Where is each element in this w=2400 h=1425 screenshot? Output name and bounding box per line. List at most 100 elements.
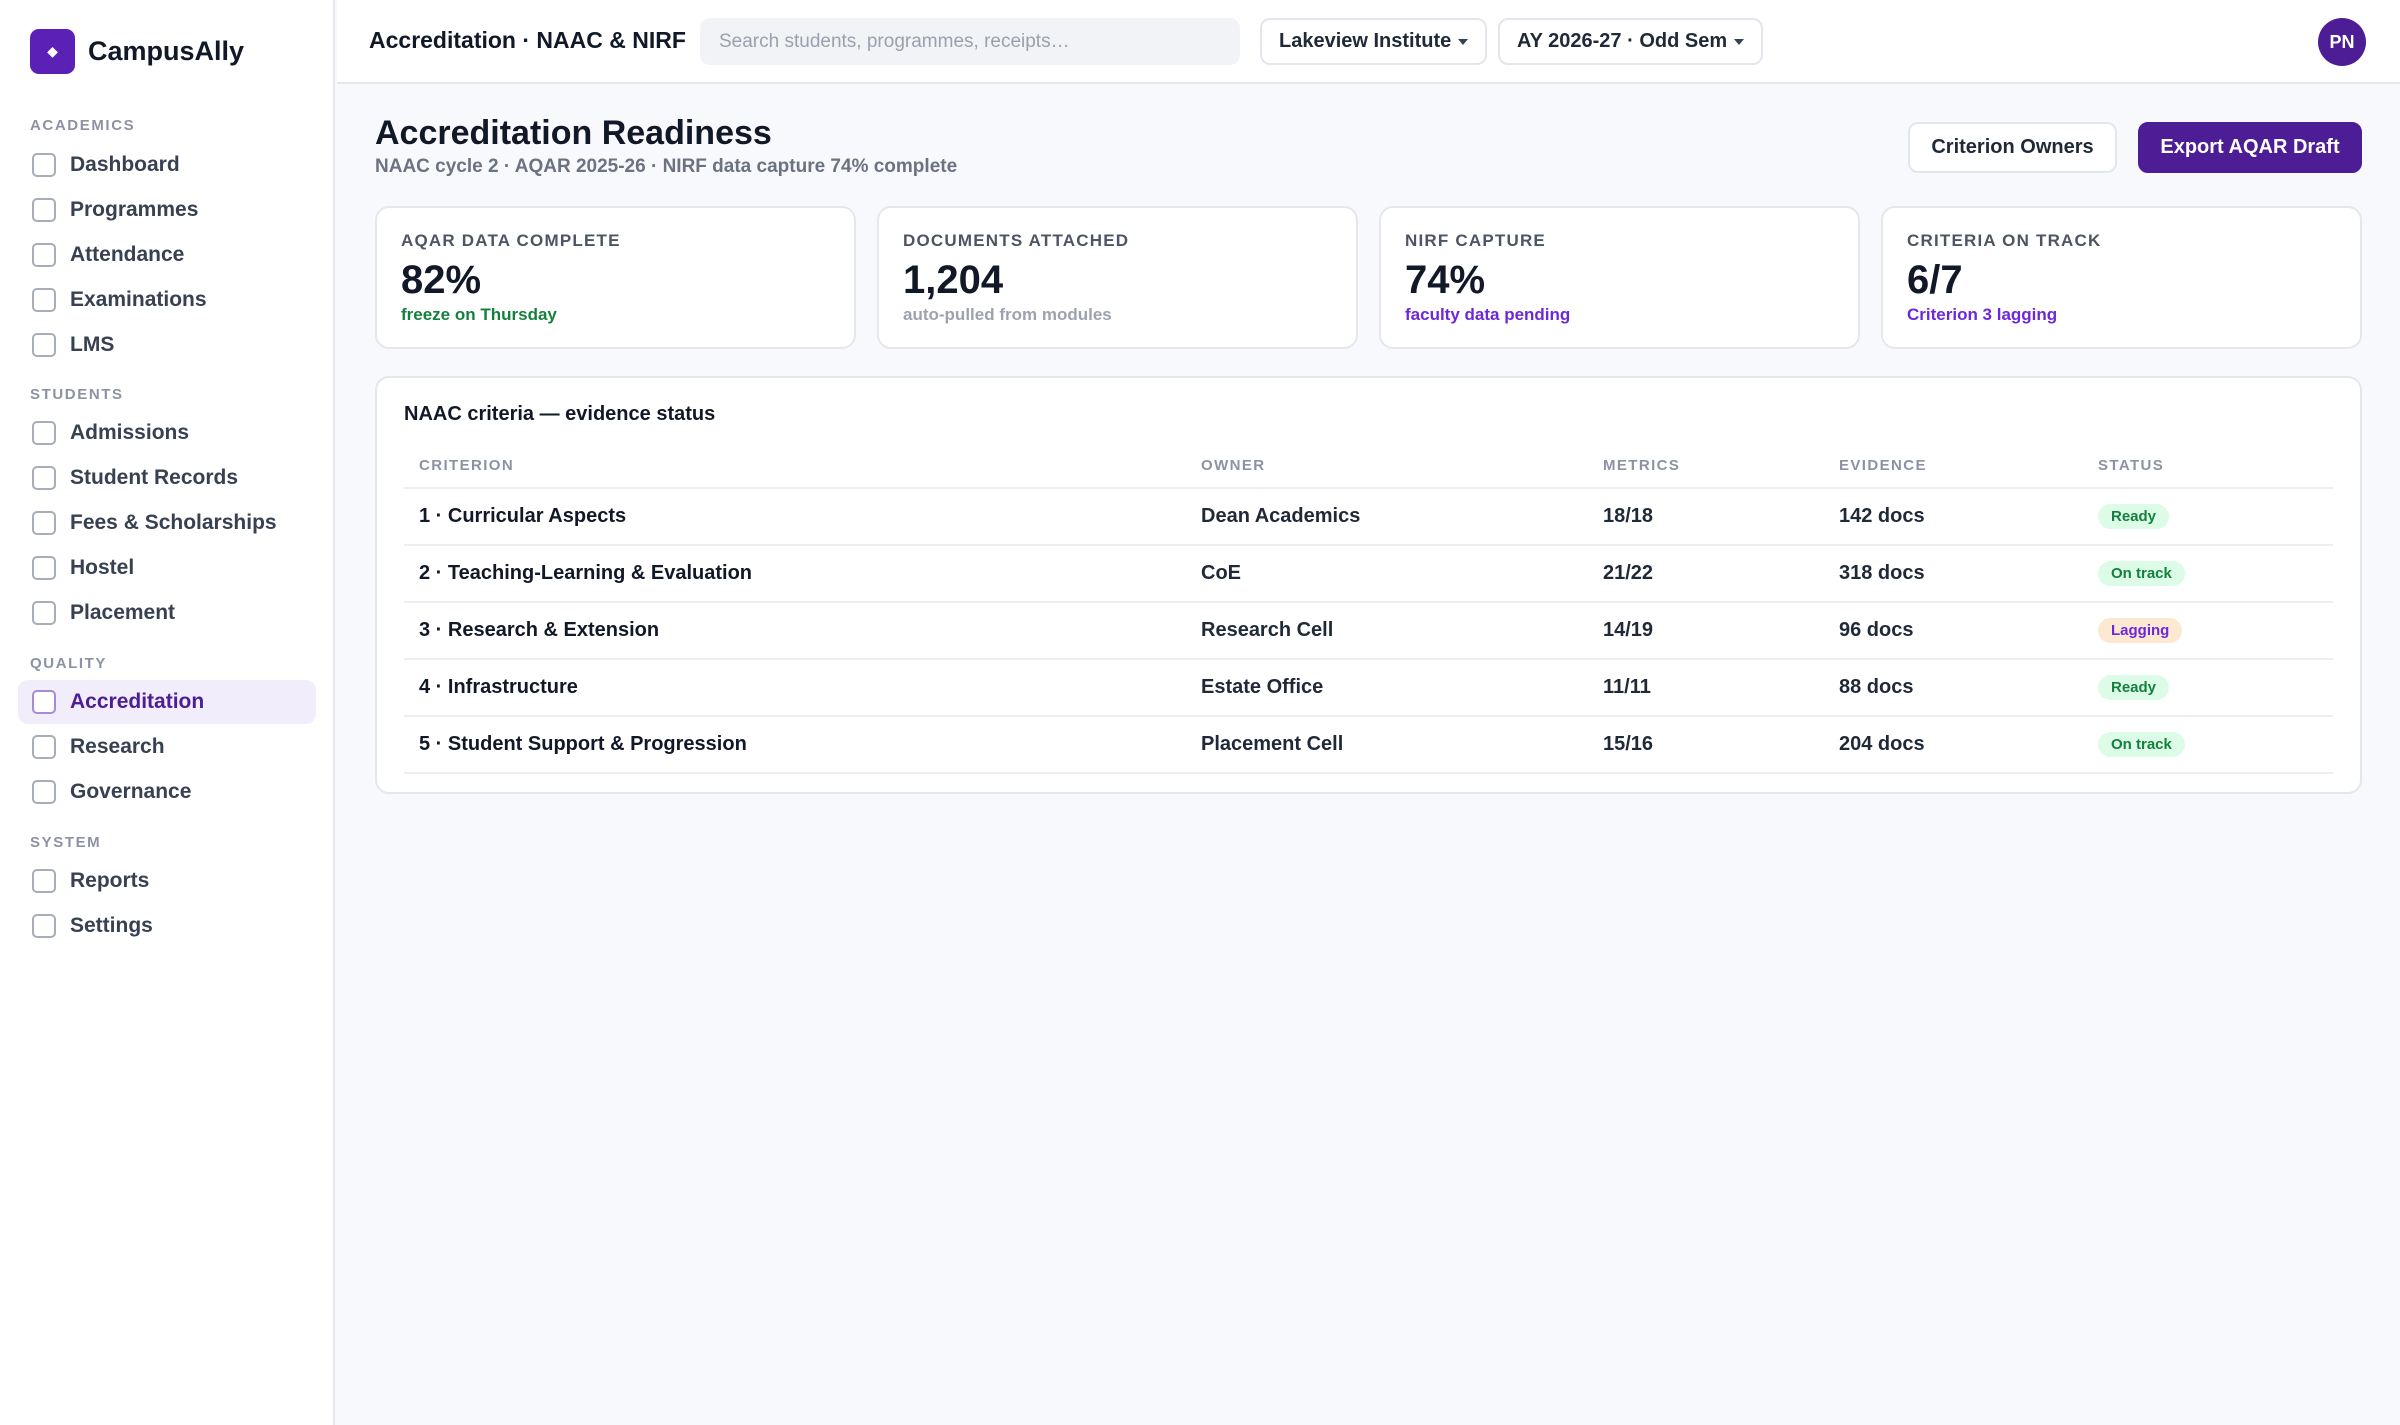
kpi-label: CRITERIA ON TRACK bbox=[1907, 231, 2102, 250]
criterion-cell: 4 · Infrastructure bbox=[404, 659, 1186, 717]
table-row[interactable]: 3 · Research & Extension Research Cell 1… bbox=[404, 602, 2333, 660]
criterion-cell: 1 · Curricular Aspects bbox=[404, 488, 1186, 546]
evidence-cell: 96 docs bbox=[1824, 602, 2083, 660]
column-header-status: STATUS bbox=[2083, 444, 2333, 489]
checkbox-icon bbox=[32, 735, 56, 759]
nav-section-students: STUDENTS bbox=[30, 386, 124, 403]
kpi-label: DOCUMENTS ATTACHED bbox=[903, 231, 1130, 250]
sidebar-item-admissions[interactable]: Admissions bbox=[18, 411, 316, 455]
status-badge: Ready bbox=[2098, 504, 2170, 529]
column-header-criterion: CRITERION bbox=[404, 444, 1186, 489]
criteria-table: CRITERION OWNER METRICS EVIDENCE STATUS … bbox=[404, 444, 2333, 774]
search-input[interactable] bbox=[700, 18, 1240, 65]
kpi-card-aqar-data: AQAR DATA COMPLETE 82% freeze on Thursda… bbox=[375, 206, 856, 349]
status-cell: Lagging bbox=[2083, 602, 2333, 660]
status-cell: On track bbox=[2083, 716, 2333, 774]
table-row[interactable]: 2 · Teaching-Learning & Evaluation CoE 2… bbox=[404, 545, 2333, 603]
sidebar-item-label: Accreditation bbox=[70, 690, 205, 713]
sidebar-item-examinations[interactable]: Examinations bbox=[18, 278, 316, 322]
sidebar-item-label: Reports bbox=[70, 869, 150, 892]
sidebar-item-label: Dashboard bbox=[70, 153, 180, 176]
status-badge: On track bbox=[2098, 732, 2185, 757]
institute-select[interactable]: Lakeview Institute bbox=[1260, 18, 1488, 65]
kpi-value: 74% bbox=[1405, 258, 1486, 302]
column-header-owner: OWNER bbox=[1186, 444, 1588, 489]
table-row[interactable]: 1 · Curricular Aspects Dean Academics 18… bbox=[404, 488, 2333, 546]
kpi-value: 6/7 bbox=[1907, 258, 1963, 302]
checkbox-icon bbox=[32, 243, 56, 267]
criterion-cell: 5 · Student Support & Progression bbox=[404, 716, 1186, 774]
criterion-cell: 2 · Teaching-Learning & Evaluation bbox=[404, 545, 1186, 603]
sidebar-item-hostel[interactable]: Hostel bbox=[18, 546, 316, 590]
checkbox-icon bbox=[32, 288, 56, 312]
sidebar-item-label: Fees & Scholarships bbox=[70, 511, 277, 534]
sidebar-item-research[interactable]: Research bbox=[18, 725, 316, 769]
sidebar-item-label: Examinations bbox=[70, 288, 207, 311]
kpi-card-nirf-capture: NIRF CAPTURE 74% faculty data pending bbox=[1379, 206, 1860, 349]
topbar: Accreditation · NAAC & NIRF Lakeview Ins… bbox=[337, 0, 2400, 84]
page-subtitle: NAAC cycle 2 · AQAR 2025-26 · NIRF data … bbox=[375, 156, 958, 177]
checkbox-icon bbox=[32, 333, 56, 357]
checkbox-icon bbox=[32, 601, 56, 625]
sidebar-item-fees-scholarships[interactable]: Fees & Scholarships bbox=[18, 501, 316, 545]
status-badge: Ready bbox=[2098, 675, 2170, 700]
criteria-table-title: NAAC criteria — evidence status bbox=[404, 403, 716, 425]
checkbox-icon bbox=[32, 914, 56, 938]
checkbox-icon bbox=[32, 556, 56, 580]
criterion-cell: 3 · Research & Extension bbox=[404, 602, 1186, 660]
checkbox-icon bbox=[32, 198, 56, 222]
topbar-title: Accreditation · NAAC & NIRF bbox=[369, 27, 686, 53]
kpi-label: NIRF CAPTURE bbox=[1405, 231, 1546, 250]
evidence-cell: 88 docs bbox=[1824, 659, 2083, 717]
owner-cell: Estate Office bbox=[1186, 659, 1588, 717]
brand-logo-icon: ◆ bbox=[30, 29, 75, 74]
status-cell: Ready bbox=[2083, 659, 2333, 717]
sidebar-item-reports[interactable]: Reports bbox=[18, 859, 316, 903]
sidebar-item-attendance[interactable]: Attendance bbox=[18, 233, 316, 277]
sidebar-item-lms[interactable]: LMS bbox=[18, 323, 316, 367]
brand[interactable]: ◆ CampusAlly bbox=[30, 29, 244, 74]
sidebar-item-label: Programmes bbox=[70, 198, 199, 221]
sidebar-item-dashboard[interactable]: Dashboard bbox=[18, 143, 316, 187]
sidebar-item-label: Research bbox=[70, 735, 165, 758]
table-row[interactable]: 5 · Student Support & Progression Placem… bbox=[404, 716, 2333, 774]
criterion-owners-button[interactable]: Criterion Owners bbox=[1908, 122, 2117, 173]
sidebar-item-placement[interactable]: Placement bbox=[18, 591, 316, 635]
checkbox-icon bbox=[32, 153, 56, 177]
status-cell: On track bbox=[2083, 545, 2333, 603]
export-aqar-draft-button[interactable]: Export AQAR Draft bbox=[2138, 122, 2362, 173]
kpi-card-criteria-on-track: CRITERIA ON TRACK 6/7 Criterion 3 laggin… bbox=[1881, 206, 2362, 349]
checkbox-icon bbox=[32, 421, 56, 445]
kpi-note: freeze on Thursday bbox=[401, 305, 557, 324]
kpi-note: faculty data pending bbox=[1405, 305, 1571, 324]
table-row[interactable]: 4 · Infrastructure Estate Office 11/11 8… bbox=[404, 659, 2333, 717]
sidebar-item-label: Placement bbox=[70, 601, 176, 624]
sidebar-item-settings[interactable]: Settings bbox=[18, 904, 316, 948]
sidebar-item-label: Attendance bbox=[70, 243, 185, 266]
sidebar-item-label: Hostel bbox=[70, 556, 135, 579]
status-badge: On track bbox=[2098, 561, 2185, 586]
sidebar-item-accreditation[interactable]: Accreditation bbox=[18, 680, 316, 724]
sidebar-item-label: Governance bbox=[70, 780, 192, 803]
table-header-row: CRITERION OWNER METRICS EVIDENCE STATUS bbox=[404, 444, 2333, 489]
metrics-cell: 14/19 bbox=[1588, 602, 1824, 660]
brand-name: CampusAlly bbox=[88, 36, 245, 66]
checkbox-icon bbox=[32, 780, 56, 804]
criteria-table-card: NAAC criteria — evidence status CRITERIO… bbox=[375, 376, 2362, 794]
owner-cell: Placement Cell bbox=[1186, 716, 1588, 774]
term-select[interactable]: AY 2026-27 · Odd Sem bbox=[1498, 18, 1764, 65]
kpi-card-documents: DOCUMENTS ATTACHED 1,204 auto-pulled fro… bbox=[877, 206, 1358, 349]
avatar[interactable]: PN bbox=[2318, 18, 2366, 66]
sidebar-item-governance[interactable]: Governance bbox=[18, 770, 316, 814]
nav-section-academics: ACADEMICS bbox=[30, 117, 136, 134]
metrics-cell: 18/18 bbox=[1588, 488, 1824, 546]
sidebar-item-student-records[interactable]: Student Records bbox=[18, 456, 316, 500]
caret-down-icon bbox=[1734, 38, 1745, 45]
sidebar-item-programmes[interactable]: Programmes bbox=[18, 188, 316, 232]
kpi-label: AQAR DATA COMPLETE bbox=[401, 231, 621, 250]
sidebar-item-label: Admissions bbox=[70, 421, 190, 444]
owner-cell: Research Cell bbox=[1186, 602, 1588, 660]
caret-down-icon bbox=[1458, 38, 1469, 45]
kpi-value: 82% bbox=[401, 258, 482, 302]
metrics-cell: 21/22 bbox=[1588, 545, 1824, 603]
